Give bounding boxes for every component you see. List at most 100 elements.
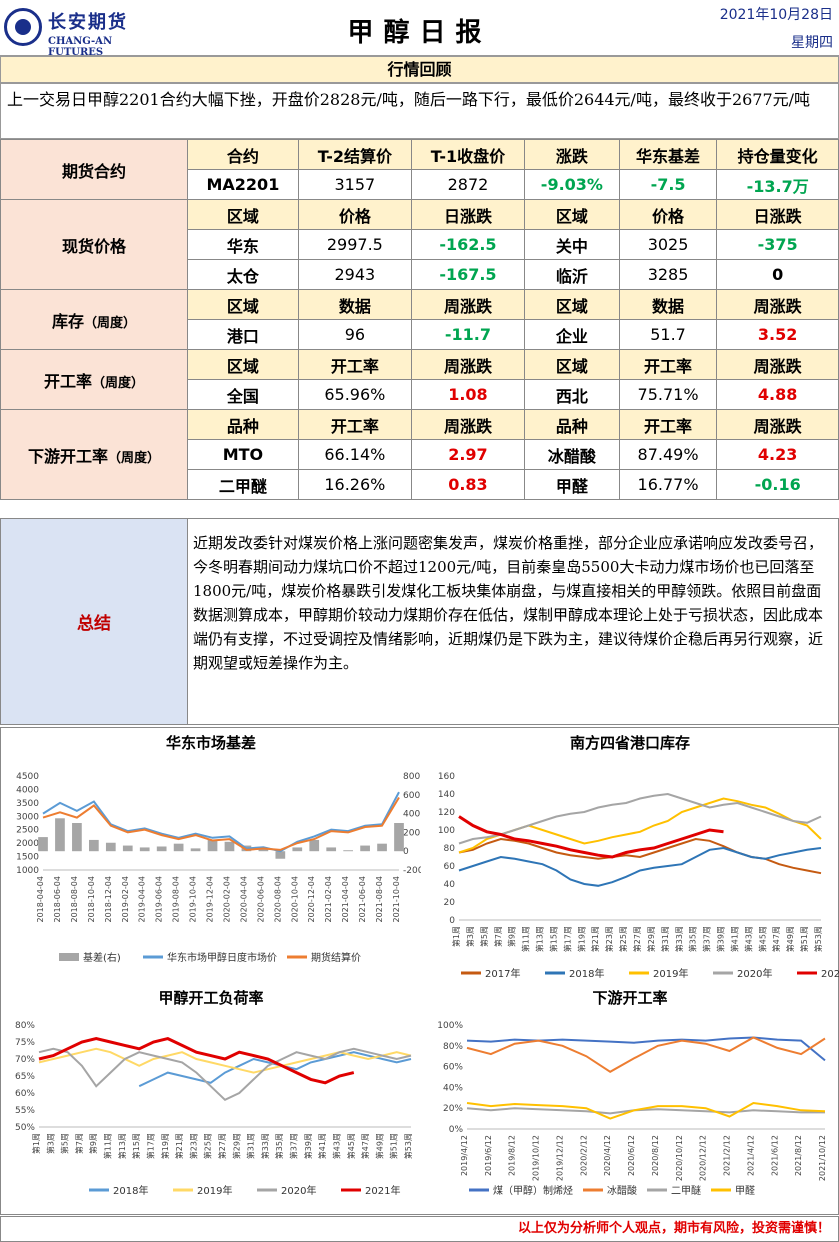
basis-bar xyxy=(173,843,184,852)
company-logo: 长安期货 CHANG-AN FUTURES xyxy=(4,6,154,58)
futures-header: 涨跌 xyxy=(523,139,620,170)
basis-bar xyxy=(275,851,286,859)
x-tick-label: 2020-08-04 xyxy=(273,876,282,923)
spot-change: -167.5 xyxy=(410,259,525,290)
spot-header: 区域 xyxy=(523,199,620,230)
chart-title: 华东市场基差 xyxy=(165,734,256,752)
spot-region: 太仓 xyxy=(187,259,299,290)
review-section-title: 行情回顾 xyxy=(0,56,839,83)
report-date: 2021年10月28日 xyxy=(719,7,833,23)
x-tick-label: 2019/8/12 xyxy=(508,1135,517,1176)
x-tick-label: 2021-04-04 xyxy=(341,876,350,923)
y-tick-label: 100 xyxy=(438,826,455,836)
x-tick-label: 第5周 xyxy=(479,926,489,947)
x-tick-label: 第31周 xyxy=(660,926,670,952)
basis-bar xyxy=(89,839,99,852)
y-tick-label: 80% xyxy=(443,1042,463,1052)
spot-header: 价格 xyxy=(297,199,412,230)
y-right-tick-label: 800 xyxy=(403,772,420,782)
disclaimer-footer: 以上仅为分析师个人观点，期市有风险，投资需谨慎！ xyxy=(0,1216,839,1242)
x-tick-label: 第51周 xyxy=(389,1133,399,1159)
operating-region: 全国 xyxy=(187,379,299,410)
inventory-label: 库存（周度） xyxy=(0,289,188,350)
basis-bar xyxy=(326,847,337,852)
inventory-header: 区域 xyxy=(523,289,620,320)
summary-text: 近期发改委针对煤炭价格上涨问题密集发声，煤炭价格重挫，部分企业应承诺响应发改委号… xyxy=(193,534,824,672)
spot-price: 2997.5 xyxy=(297,229,412,260)
downstream-rate: 87.49% xyxy=(618,439,718,470)
x-tick-label: 第29周 xyxy=(231,1133,241,1159)
operating-label-sub: （周度） xyxy=(92,375,145,391)
x-tick-label: 第13周 xyxy=(117,1133,127,1159)
legend-label: 2018年 xyxy=(113,1184,148,1197)
operating-change: 1.08 xyxy=(410,379,525,410)
logo-emblem-icon xyxy=(4,8,42,46)
summary-label: 总结 xyxy=(1,519,188,724)
x-tick-label: 2018-08-04 xyxy=(70,876,79,923)
basis-bar xyxy=(122,845,133,852)
series-line xyxy=(458,792,822,845)
spot-header: 日涨跌 xyxy=(410,199,525,230)
y-tick-label: 2500 xyxy=(16,826,39,836)
legend-label: 2021年 xyxy=(821,967,839,980)
operating-rate: 65.96% xyxy=(297,379,412,410)
series-line xyxy=(466,1036,826,1073)
downstream-header: 周涨跌 xyxy=(410,409,525,440)
spot-change: 0 xyxy=(716,259,839,290)
x-tick-label: 2019/10/12 xyxy=(532,1135,541,1181)
x-tick-label: 第49周 xyxy=(374,1133,384,1159)
legend-label: 2019年 xyxy=(653,967,688,980)
x-tick-label: 2021-02-04 xyxy=(324,876,333,923)
inventory-value: 96 xyxy=(297,319,412,350)
spot-price: 3025 xyxy=(618,229,718,260)
y-right-tick-label: 400 xyxy=(403,810,420,820)
x-tick-label: 2019-12-04 xyxy=(206,876,215,923)
downstream-header: 开工率 xyxy=(618,409,718,440)
y-tick-label: 60% xyxy=(443,1063,463,1073)
x-tick-label: 第9周 xyxy=(507,926,517,947)
y-tick-label: 1000 xyxy=(16,866,39,876)
downstream-label: 下游开工率（周度） xyxy=(0,409,188,500)
futures-oi-change: -13.7万 xyxy=(716,169,839,200)
basis-bar xyxy=(38,837,48,852)
series-line xyxy=(458,846,822,887)
x-tick-label: 第53周 xyxy=(813,926,823,952)
series-line xyxy=(458,797,822,854)
x-tick-label: 2020-04-04 xyxy=(239,876,248,923)
spot-region: 华东 xyxy=(187,229,299,260)
x-tick-label: 2019-04-04 xyxy=(138,876,147,923)
report-header: 长安期货 CHANG-AN FUTURES 甲醇日报 2021年10月28日 星… xyxy=(0,0,839,58)
report-weekday: 星期四 xyxy=(791,35,833,51)
downstream-operating-chart-svg: 0% 20% 40% 60% 80% 100% 2019/4/12 2019/6/12 2019… xyxy=(437,1021,827,1197)
operating-label-text: 开工率 xyxy=(43,371,92,391)
legend-label: 2017年 xyxy=(485,967,520,980)
series-line xyxy=(466,1107,825,1115)
y-tick-label: 65% xyxy=(15,1072,35,1082)
y-tick-label: 70% xyxy=(15,1055,35,1065)
legend-label: 甲醛 xyxy=(735,1184,755,1197)
chart-title: 下游开工率 xyxy=(592,989,668,1007)
downstream-header: 开工率 xyxy=(297,409,412,440)
downstream-header: 品种 xyxy=(523,409,620,440)
x-tick-label: 第33周 xyxy=(674,926,684,952)
x-tick-label: 2019-10-04 xyxy=(189,876,198,923)
x-tick-label: 第13周 xyxy=(535,926,545,952)
logo-en-text: CHANG-AN FUTURES xyxy=(48,36,113,58)
x-tick-label: 2020-12-04 xyxy=(307,876,316,923)
y-tick-label: 55% xyxy=(15,1106,35,1116)
series-line xyxy=(138,1051,412,1088)
y-tick-label: 80% xyxy=(15,1021,35,1031)
x-tick-label: 第43周 xyxy=(331,1133,341,1159)
basis-bar xyxy=(343,850,353,852)
y-right-tick-label: 600 xyxy=(403,791,420,801)
operating-header: 区域 xyxy=(523,349,620,380)
series-line xyxy=(38,1037,355,1085)
x-tick-label: 2020/6/12 xyxy=(627,1135,636,1176)
legend-label: 煤（甲醇）制烯烃 xyxy=(493,1184,573,1197)
downstream-change: 2.97 xyxy=(410,439,525,470)
x-tick-label: 2020/10/12 xyxy=(675,1135,684,1181)
basis-bar xyxy=(292,847,303,852)
x-tick-label: 第21周 xyxy=(174,1133,184,1159)
futures-contract: MA2201 xyxy=(187,169,299,200)
y-tick-label: 0% xyxy=(449,1125,464,1135)
